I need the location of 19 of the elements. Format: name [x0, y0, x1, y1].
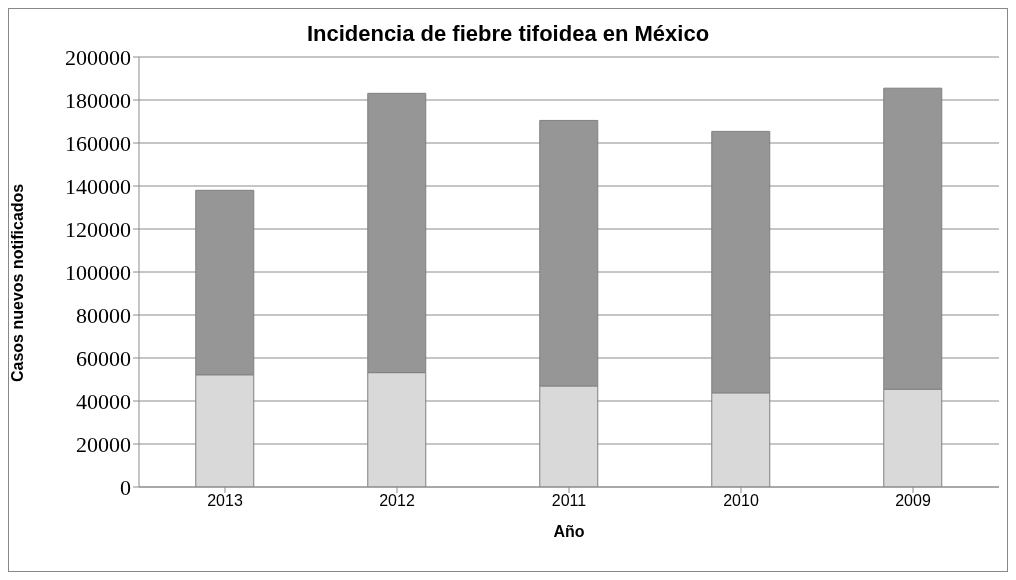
x-tick-label: 2011: [551, 492, 587, 510]
y-tick-label: 140000: [65, 173, 131, 199]
x-axis-title: Año: [553, 523, 585, 540]
y-tick-label: 200000: [65, 44, 131, 70]
y-tick-label: 160000: [65, 130, 131, 156]
y-tick-label: 60000: [76, 345, 131, 371]
x-tick-label: 2013: [207, 492, 243, 510]
x-tick-label: 2009: [895, 492, 931, 510]
y-tick-label: 100000: [65, 259, 131, 285]
y-tick-label: 180000: [65, 87, 131, 113]
x-tick-label: 2010: [723, 492, 759, 510]
y-tick-label: 20000: [76, 431, 131, 457]
y-tick-label: 40000: [76, 388, 131, 414]
y-tick-label: 0: [120, 474, 131, 500]
chart-title: Incidencia de fiebre tifoidea en México: [306, 21, 710, 46]
x-tick-label: 2012: [379, 492, 415, 510]
y-tick-label: 120000: [65, 216, 131, 242]
y-axis-title: Casos nuevos notificados: [8, 183, 26, 382]
y-tick-label: 80000: [76, 302, 131, 328]
